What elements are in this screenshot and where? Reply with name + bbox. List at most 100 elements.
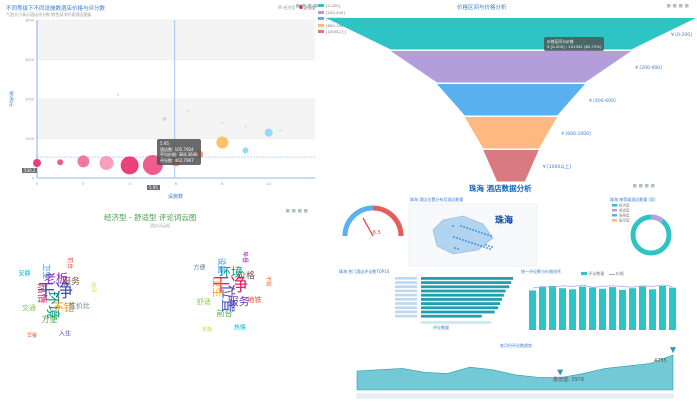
ring-legend-label: 舒适型	[619, 208, 630, 213]
funnel-legend-item[interactable]: [600-1000]	[318, 23, 347, 30]
map-hotel-dot	[478, 231, 480, 233]
cursor-y-label: 530.2	[22, 168, 38, 173]
area-zoom-slider	[356, 393, 674, 399]
hbar-bar	[421, 298, 502, 301]
y-tick-label: 1000	[25, 137, 34, 141]
map-hotel-dot	[453, 236, 455, 238]
funnel-segment	[464, 117, 558, 149]
vbar-bar	[639, 286, 646, 330]
wordcloud-word: 前台	[216, 308, 232, 318]
vbar-bar	[579, 286, 586, 330]
hbar-bar	[421, 306, 499, 310]
funnel-label: ¥ [200-400]	[635, 65, 662, 71]
vbar-bar	[539, 287, 546, 330]
bubble-economy	[186, 109, 189, 112]
vbar-bar	[619, 289, 626, 330]
scatter-plot[interactable]: 0 1000 2000 3000 4000 0 2 4 6 8 10	[0, 0, 335, 205]
funnel-legend-item[interactable]: [200-400]	[318, 10, 347, 17]
funnel-legend-item[interactable]: [1000以上]	[318, 29, 347, 36]
funnel-legend-label: [600-1000]	[326, 22, 348, 28]
funnel-segment	[326, 18, 696, 50]
funnel-plot[interactable]: ¥ [0-200] ¥ [200-400] ¥ [400-600] ¥ [600-10…	[315, 0, 697, 195]
map-hotel-dot	[485, 244, 487, 246]
area-min-marker	[557, 369, 564, 376]
map-hotel-dot	[483, 246, 485, 248]
wordcloud-word: 设施	[217, 257, 227, 273]
dashboard-toolbox	[633, 184, 655, 188]
vbar-title: 统一评论数与价格排序	[521, 269, 561, 274]
vbar-bar	[609, 287, 616, 330]
hbar-bar	[421, 310, 495, 314]
vbar-bar	[569, 289, 576, 330]
vbar-legend[interactable]: 评论数量 价格	[581, 271, 624, 277]
wordcloud-word: 前台	[66, 257, 74, 269]
wordcloud-word: 方便	[193, 263, 205, 271]
wordcloud-word: 早餐	[241, 251, 249, 263]
funnel-panel: 价格区间与价格分析 [0-200][200-400][400-600][600-…	[315, 0, 697, 195]
ring-segment	[630, 214, 672, 256]
scatter-ylabel: 平均价格	[9, 91, 14, 107]
ring-legend-swatch	[612, 214, 617, 217]
map-hotel-dot	[488, 245, 490, 247]
wordcloud-word: 早餐	[27, 332, 37, 339]
funnel-legend-swatch	[318, 10, 324, 14]
vbar-legend-swatch-2	[608, 273, 615, 275]
map-hotel-dot	[491, 246, 493, 248]
hbar-range-slider	[421, 321, 491, 324]
y-tick-label: 4000	[25, 19, 34, 23]
tooltip-row1: 酒店数: 105.7924	[160, 146, 194, 152]
map-hotel-dot	[468, 241, 470, 243]
map-hotel-dot	[474, 243, 476, 245]
vbar-bar	[529, 290, 536, 330]
vbar-bar	[559, 288, 566, 330]
map-hotel-dot	[459, 238, 461, 240]
hbar-label-placeholder	[395, 302, 417, 305]
y-tick-label: 3000	[25, 58, 34, 62]
wordcloud-word: 交通	[22, 303, 36, 312]
bubble-economy	[244, 125, 247, 128]
wordcloud-word: 老板	[44, 272, 68, 286]
ring-title: 珠海 按等级酒店数量 (家)	[610, 197, 656, 202]
ring-legend-label: 经济型	[619, 203, 630, 208]
bubble-comfort	[57, 159, 64, 166]
map-hotel-dot	[471, 242, 473, 244]
scatter-panel: 不同等级下不同设施数酒店价格与评分数 气泡大小表示酒店评分数 颜色深浅代表酒店星…	[0, 0, 335, 205]
hbar-bar	[421, 289, 506, 293]
map-hotel-dot	[481, 232, 483, 234]
gauge-fill-red	[372, 205, 404, 237]
funnel-tooltip-title: 价格区间与价格	[547, 39, 574, 44]
map-hotel-dot	[452, 225, 454, 227]
toolbox-icon	[298, 209, 302, 213]
map-hotel-dot	[465, 240, 467, 242]
funnel-legend-label: [0-200]	[326, 3, 340, 8]
map-hotel-dot	[490, 235, 492, 237]
hbar-label-placeholder	[395, 298, 417, 301]
map-label: 珠海	[495, 216, 514, 226]
ring-legend-swatch	[612, 204, 617, 207]
hbar-title: 珠海 热门酒店评论数TOP10	[339, 269, 390, 274]
map-title: 珠海 酒店位置分布及酒店数量	[410, 197, 464, 202]
map-hotel-dot	[457, 248, 459, 250]
bubble-comfort	[77, 155, 90, 168]
funnel-legend-label: [1000以上]	[326, 29, 347, 34]
ring-legend-swatch	[612, 209, 617, 212]
scatter-toolbox	[296, 4, 318, 8]
hbar-bar	[421, 281, 512, 284]
wordcloud-word: 卫生	[211, 277, 224, 297]
ring-legend-label: 豪华型	[619, 218, 630, 223]
map-hotel-dot	[480, 245, 482, 247]
wordcloud-word: 安静	[18, 269, 30, 277]
wordcloud-plot: 干净环境老板不错热情服务方便卫生性价比交通前台入住安静房间早餐干净位置环境服务卫…	[18, 209, 308, 339]
x-tick-label: 6	[175, 182, 177, 186]
bubble-comfort	[120, 156, 139, 175]
bubble-economy	[221, 121, 224, 124]
map-hotel-dot	[477, 244, 479, 246]
grid-band	[37, 99, 315, 139]
x-tick-label: 4	[129, 182, 132, 186]
x-tick-label: 10	[266, 182, 270, 186]
x-tick-label: 0	[36, 182, 38, 186]
scatter-title: 不同等级下不同设施数酒店价格与评分数	[6, 6, 106, 12]
funnel-legend-item[interactable]: [0-200]	[318, 3, 347, 10]
